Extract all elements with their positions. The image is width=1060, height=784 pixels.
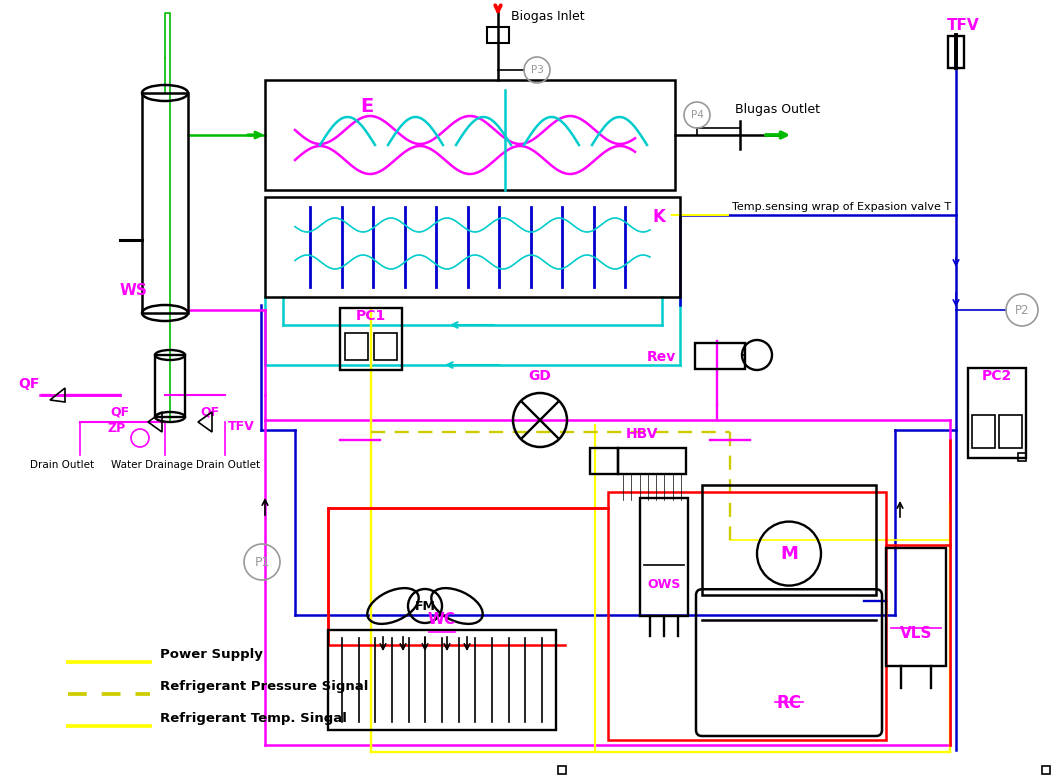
Text: TFV: TFV <box>947 18 979 33</box>
Text: Water Drainage: Water Drainage <box>111 460 193 470</box>
Text: GD: GD <box>529 369 551 383</box>
Bar <box>265 80 675 190</box>
Bar <box>155 355 186 417</box>
Bar <box>972 415 995 448</box>
Text: PC1: PC1 <box>356 309 386 323</box>
Text: QF: QF <box>200 405 219 418</box>
Bar <box>344 333 368 360</box>
Text: P1: P1 <box>254 556 269 568</box>
Text: M: M <box>780 545 798 563</box>
Text: Drain Outlet: Drain Outlet <box>196 460 260 470</box>
Bar <box>608 492 886 740</box>
Bar <box>1018 453 1026 461</box>
Text: Refrigerant Temp. Singal: Refrigerant Temp. Singal <box>160 712 347 725</box>
Text: FM: FM <box>414 600 436 612</box>
Text: WC: WC <box>428 612 456 627</box>
Bar <box>948 36 964 68</box>
Text: Temp.sensing wrap of Expasion valve T: Temp.sensing wrap of Expasion valve T <box>732 202 951 212</box>
Text: P4: P4 <box>690 110 704 120</box>
Bar <box>1042 766 1050 774</box>
Text: Blugas Outlet: Blugas Outlet <box>735 103 820 116</box>
Bar <box>142 93 188 313</box>
Bar <box>702 485 876 595</box>
Text: E: E <box>360 97 373 116</box>
Text: Rev: Rev <box>647 350 676 364</box>
Bar <box>265 197 681 297</box>
Text: Power Supply: Power Supply <box>160 648 263 661</box>
Bar <box>374 333 398 360</box>
Bar <box>695 343 745 369</box>
Text: TFV: TFV <box>228 420 254 433</box>
Bar <box>618 448 686 474</box>
Text: PC2: PC2 <box>982 369 1012 383</box>
Text: WS: WS <box>120 283 148 298</box>
Bar <box>999 415 1022 448</box>
Text: HBV: HBV <box>626 427 658 441</box>
Bar <box>886 548 946 666</box>
Text: K: K <box>652 208 665 226</box>
Text: RC: RC <box>777 694 801 712</box>
Bar <box>590 448 618 474</box>
Text: QF: QF <box>110 405 129 418</box>
Bar <box>340 308 402 370</box>
Bar <box>968 368 1026 458</box>
Text: Drain Outlet: Drain Outlet <box>30 460 94 470</box>
Bar <box>487 27 509 43</box>
Text: OWS: OWS <box>648 578 681 591</box>
Bar <box>328 630 556 730</box>
Bar <box>558 766 566 774</box>
Bar <box>640 498 688 616</box>
Text: VLS: VLS <box>900 626 932 641</box>
Text: QF: QF <box>18 377 39 391</box>
Text: Biogas Inlet: Biogas Inlet <box>511 10 585 23</box>
Text: P2: P2 <box>1014 303 1029 317</box>
Text: P3: P3 <box>531 65 544 75</box>
Text: ZP: ZP <box>108 422 126 435</box>
Text: Refrigerant Pressure Signal: Refrigerant Pressure Signal <box>160 680 369 693</box>
